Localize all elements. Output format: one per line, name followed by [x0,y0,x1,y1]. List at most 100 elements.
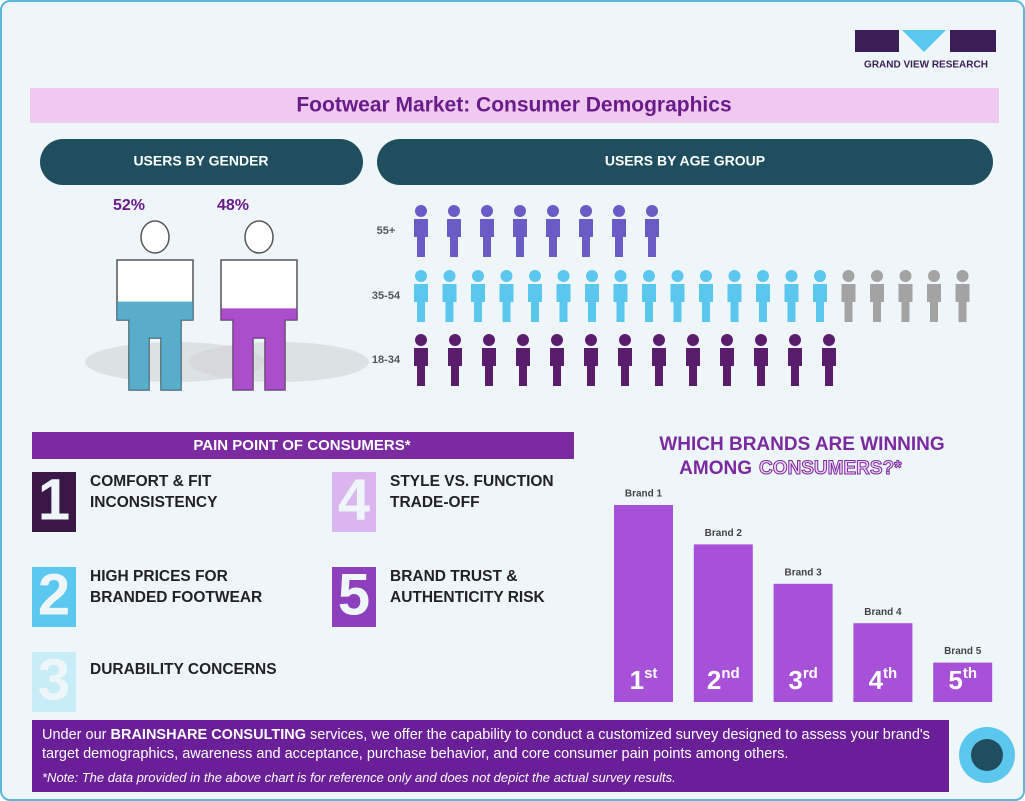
person-body [414,284,428,322]
rank-number: 3 [788,665,802,695]
person-body [612,219,626,257]
person-head [653,334,665,346]
age-row [414,334,870,386]
pain-text: INCONSISTENCY [90,494,218,511]
person-body [784,284,799,322]
age-label: 55+ [377,225,396,237]
person-head [871,270,883,282]
person-body [513,219,527,257]
person-head [551,334,563,346]
number: 5 [338,562,370,627]
person-head [956,270,969,282]
number-block [332,472,376,532]
person-head [614,270,627,282]
person-head [415,270,427,282]
bar [773,583,833,702]
person-head [619,334,631,346]
person-body [613,284,628,322]
person-body [756,284,770,322]
x-tick-label: Brand 4 [864,607,902,618]
person-head [700,270,712,282]
footer-text: BRAINSHARE CONSULTING [110,727,306,743]
rank-number: 2 [707,665,721,695]
footer-text: services, we offer the capability to con… [42,727,930,762]
age-row-unfilled [841,270,970,322]
person-body [822,348,836,386]
footer-text: Under our [42,727,111,743]
person-body [927,284,941,322]
person-body [528,284,542,322]
rank-suffix: rd [803,665,818,682]
x-tick-label: Brand 2 [705,528,743,539]
person-body [856,348,870,386]
rank-number: 1 [630,665,644,695]
number-block [32,472,76,532]
person-body [788,348,802,386]
person-head [586,270,598,282]
person-head [728,270,741,282]
bar [933,662,993,702]
person-body [556,284,571,322]
person-head [415,334,427,346]
logo-text: GRAND VIEW RESEARCH [864,60,988,71]
person-head [687,334,699,346]
rank-suffix: nd [721,665,739,682]
person-head [857,334,869,346]
person-body [579,219,593,257]
person-body [499,284,514,322]
person-head [671,270,684,282]
person-head [580,205,592,217]
person-head [472,270,484,282]
heading: USERS BY GENDER [133,153,268,169]
person-head [928,270,940,282]
person-body [414,219,428,257]
rank-suffix: th [963,665,977,682]
person-body [480,219,494,257]
person-body [813,284,827,322]
person-head [514,205,526,217]
person-head [842,270,855,282]
person-head [585,334,597,346]
person-body [546,219,560,257]
pain-text: AUTHENTICITY RISK [390,589,546,606]
bar [853,623,913,702]
footer: Under our BRAINSHARE CONSULTING services… [32,720,949,792]
age-row [414,270,827,322]
pain-text: BRANDED FOOTWEAR [90,589,262,606]
person-body [448,348,462,386]
person-body [442,284,457,322]
pill [377,139,993,185]
pain-text: TRADE-OFF [390,494,480,511]
person-head [557,270,570,282]
pain-text: BRAND TRUST & [390,568,517,585]
person-head [500,270,513,282]
title-bar [30,88,999,123]
person-body [645,219,659,257]
person-head [547,205,559,217]
person-body [898,284,913,322]
person-head [449,334,461,346]
person-body [516,348,530,386]
person-body [584,348,598,386]
person-body [550,348,564,386]
bar [614,505,673,702]
rank: 5th [948,665,977,695]
person-head [517,334,529,346]
person-body [870,284,884,322]
number-block [32,567,76,627]
person-body [447,219,461,257]
pain-text: HIGH PRICES FOR [90,568,228,585]
chart-title: AMONG [679,458,752,479]
pain-text: COMFORT & FIT [90,473,212,490]
rank-number: 4 [869,665,884,695]
person-body [727,284,742,322]
person-body [720,348,734,386]
heading: PAIN POINT OF CONSUMERS* [193,437,410,454]
age-label: 35-54 [372,290,401,302]
pain-text: DURABILITY CONCERNS [90,661,277,678]
rank: 3rd [788,665,817,695]
person-body [699,284,713,322]
number-block [332,567,376,627]
